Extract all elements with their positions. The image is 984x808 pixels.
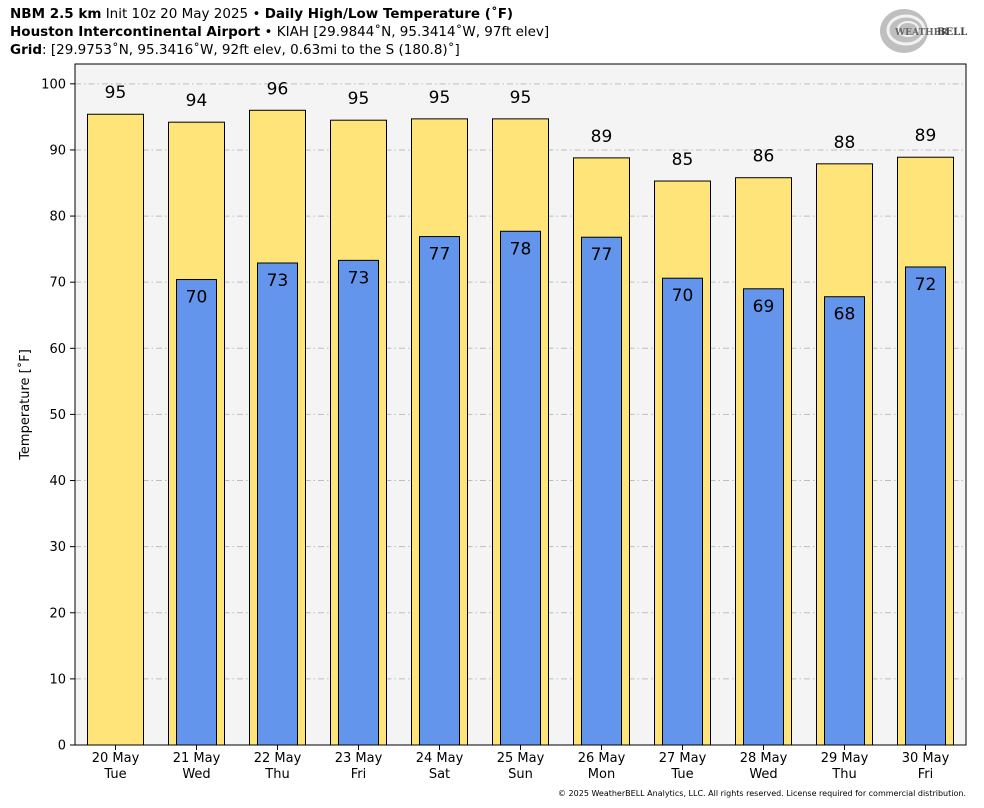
x-tick-date: 24 May: [416, 751, 464, 766]
low-temp-label: 72: [915, 275, 937, 295]
high-temp-label: 89: [591, 127, 613, 147]
x-tick-day: Fri: [351, 767, 367, 782]
x-tick-date: 27 May: [659, 751, 707, 766]
low-temp-label: 70: [672, 286, 694, 306]
copyright-notice: © 2025 WeatherBELL Analytics, LLC. All r…: [558, 789, 966, 798]
low-temp-bar: [581, 236, 622, 746]
x-tick-day: Tue: [670, 767, 693, 782]
x-tick-day: Thu: [264, 767, 289, 782]
high-temp-label: 95: [348, 89, 370, 109]
low-temp-bar: [176, 279, 217, 746]
high-temp-label: 85: [672, 150, 694, 170]
x-tick-day: Wed: [182, 767, 210, 782]
y-tick-label: 40: [49, 474, 66, 489]
x-tick-day: Thu: [831, 767, 856, 782]
y-tick-label: 50: [49, 408, 66, 423]
x-tick-date: 29 May: [821, 751, 869, 766]
station-info: KIAH [29.9844˚N, 95.3414˚W, 97ft elev]: [276, 24, 550, 40]
product-title: Daily High/Low Temperature (˚F): [264, 6, 514, 22]
x-tick-date: 22 May: [254, 751, 302, 766]
y-tick-label: 70: [49, 276, 66, 291]
high-temp-bar: [87, 113, 144, 746]
x-tick-date: 26 May: [578, 751, 626, 766]
low-temp-label: 73: [348, 268, 370, 288]
high-temp-label: 95: [429, 88, 451, 108]
high-temp-label: 96: [267, 79, 289, 99]
y-tick-label: 60: [49, 342, 66, 357]
data-labels: 95 94 70 96 73 95 73 95 77 95 78 89 77 85 70 86 69 88 68 89…: [105, 79, 937, 324]
low-temp-label: 70: [186, 288, 208, 308]
header-line-2: Houston Intercontinental Airport • KIAH …: [10, 23, 549, 41]
high-temp-label: 89: [915, 126, 937, 146]
x-tick-day: Fri: [918, 767, 934, 782]
low-temp-label: 68: [834, 305, 856, 325]
low-temp-label: 78: [510, 239, 532, 259]
low-temp-bar: [905, 266, 946, 746]
low-temp-bar: [824, 296, 865, 746]
low-temp-label: 77: [591, 245, 613, 265]
x-tick-day: Sun: [508, 767, 533, 782]
x-tick-date: 30 May: [902, 751, 950, 766]
y-tick-label: 100: [41, 77, 66, 92]
low-temp-bar: [500, 230, 541, 746]
logo-text-weather: WEATHER: [894, 28, 949, 38]
high-temp-label: 86: [753, 147, 775, 167]
init-time: Init 10z 20 May 2025: [105, 6, 249, 22]
low-temp-label: 77: [429, 245, 451, 265]
weatherbell-logo: WEATHER BELL: [878, 6, 968, 56]
low-temp-label: 69: [753, 297, 775, 317]
y-tick-label: 0: [58, 739, 66, 754]
station-name: Houston Intercontinental Airport: [10, 24, 261, 40]
low-temp-bar: [743, 288, 784, 746]
grid-label: Grid: [10, 42, 43, 58]
low-temp-label: 73: [267, 271, 289, 291]
x-tick-day: Wed: [749, 767, 777, 782]
high-temp-label: 95: [105, 83, 127, 103]
separator: •: [264, 24, 273, 40]
separator: •: [252, 6, 261, 22]
high-temp-label: 95: [510, 88, 532, 108]
high-temp-label: 88: [834, 133, 856, 153]
y-tick-label: 20: [49, 606, 66, 621]
x-tick-day: Tue: [103, 767, 126, 782]
header-line-1: NBM 2.5 km Init 10z 20 May 2025 • Daily …: [10, 5, 513, 23]
bars: [87, 109, 954, 746]
x-tick-day: Sat: [429, 767, 450, 782]
low-temp-bar: [257, 262, 298, 746]
low-temp-bar: [338, 259, 379, 746]
y-tick-label: 90: [49, 143, 66, 158]
y-tick-label: 10: [49, 672, 66, 687]
plot-frame: [74, 63, 967, 746]
y-tick-label: 30: [49, 540, 66, 555]
x-tick-date: 28 May: [740, 751, 788, 766]
logo-text-bell: BELL: [937, 27, 967, 38]
x-tick-date: 25 May: [497, 751, 545, 766]
model-name: NBM 2.5 km: [10, 6, 102, 22]
y-tick-label: 80: [49, 210, 66, 225]
x-tick-date: 23 May: [335, 751, 383, 766]
grid-info: : [29.9753˚N, 95.3416˚W, 92ft elev, 0.63…: [42, 42, 460, 58]
low-temp-bar: [662, 277, 703, 746]
high-temp-label: 94: [186, 91, 208, 111]
x-tick-date: 20 May: [92, 751, 140, 766]
low-temp-bar: [419, 236, 460, 746]
y-axis-ticks: 0 10 20 30 40 50 60 70 80 90 100: [41, 77, 75, 754]
header-line-3: Grid: [29.9753˚N, 95.3416˚W, 92ft elev, …: [10, 41, 460, 59]
x-tick-date: 21 May: [173, 751, 221, 766]
x-tick-day: Mon: [588, 767, 615, 782]
y-axis-label: Temperature [˚F]: [17, 349, 33, 461]
